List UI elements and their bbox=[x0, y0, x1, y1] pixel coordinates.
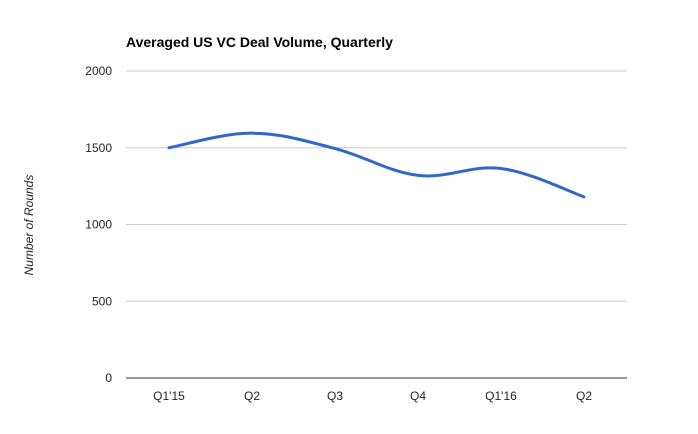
series-layer bbox=[167, 131, 586, 199]
x-tick-label: Q2 bbox=[244, 389, 260, 403]
y-tick-label: 1000 bbox=[85, 218, 112, 232]
x-tick-label: Q1'15 bbox=[153, 389, 185, 403]
y-tick-label: 1500 bbox=[85, 141, 112, 155]
y-tick-label: 500 bbox=[92, 294, 112, 308]
y-tick-label: 0 bbox=[105, 371, 112, 385]
x-tick-label: Q2 bbox=[576, 389, 592, 403]
y-tick-label: 2000 bbox=[85, 64, 112, 78]
y-axis-label: Number of Rounds bbox=[22, 175, 36, 276]
chart-title: Averaged US VC Deal Volume, Quarterly bbox=[126, 34, 393, 50]
x-tick-label: Q1'16 bbox=[485, 389, 517, 403]
series-line bbox=[167, 131, 586, 199]
gridlines bbox=[126, 70, 627, 379]
x-tick-label: Q4 bbox=[410, 389, 426, 403]
x-tick-label: Q3 bbox=[327, 389, 343, 403]
x-axis-ticks: Q1'15 Q2 Q3 Q4 Q1'16 Q2 bbox=[153, 389, 592, 403]
y-axis-ticks: 0 500 1000 1500 2000 bbox=[85, 64, 112, 385]
